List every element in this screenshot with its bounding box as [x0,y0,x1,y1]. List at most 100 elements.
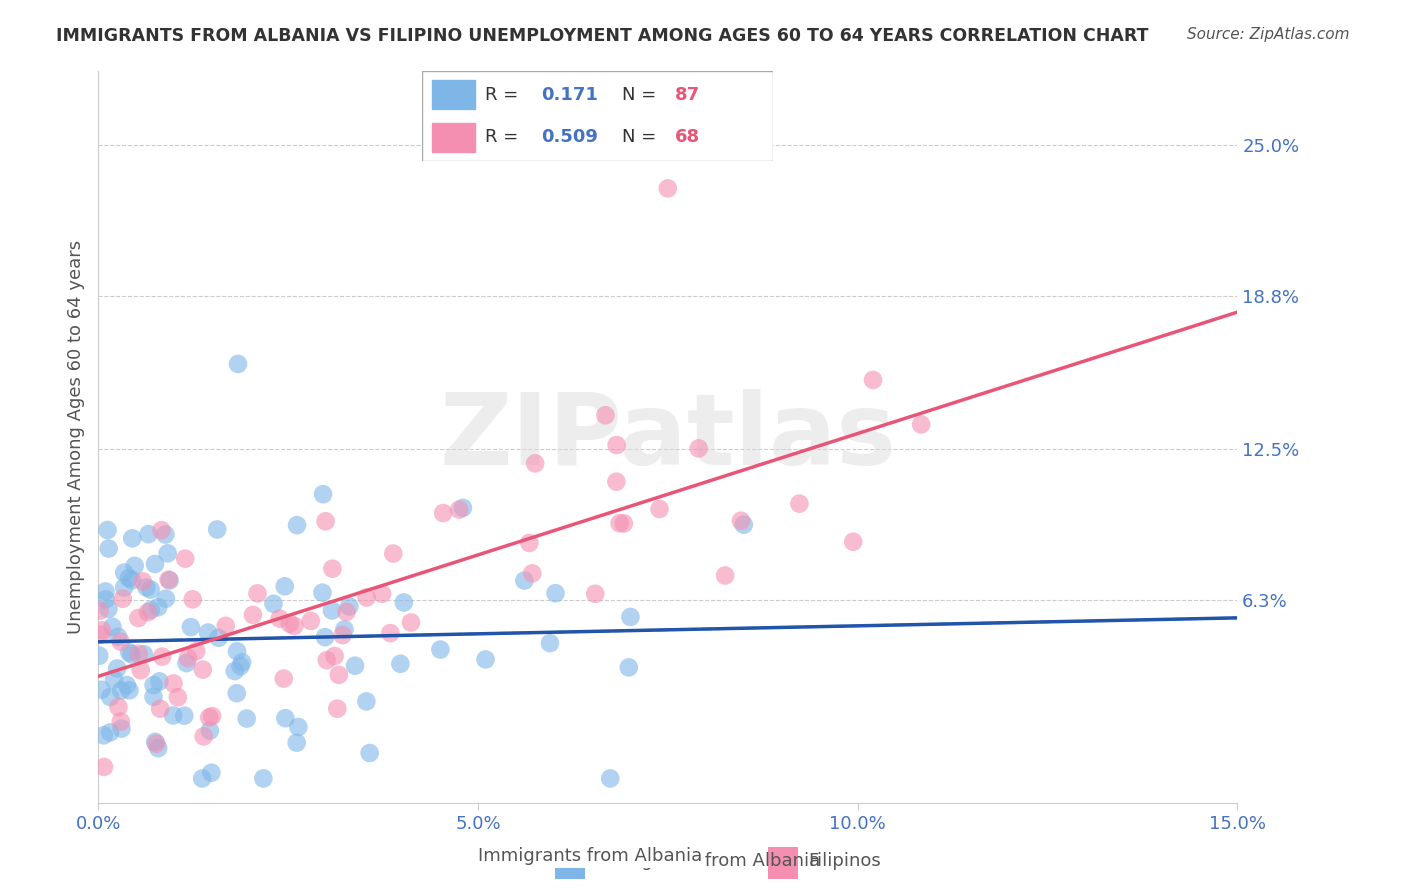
Point [148,674,170,689]
Point [235,712,257,726]
Point [159,574,181,588]
Point [93,760,115,774]
Point [107,700,129,714]
Point [617,660,640,674]
Point [371,587,394,601]
Text: N =: N = [621,128,662,146]
Point [730,514,752,528]
Point [321,603,343,617]
Point [89,627,111,641]
Point [344,658,367,673]
Point [110,683,132,698]
Point [285,518,308,533]
Point [112,566,135,580]
Point [229,659,252,673]
Point [517,536,540,550]
Point [513,574,536,588]
Point [121,573,143,587]
Point [599,772,621,786]
Point [285,736,308,750]
Text: R =: R = [485,86,524,103]
Point [273,672,295,686]
Point [200,765,222,780]
Point [224,664,246,678]
Point [333,623,356,637]
Point [323,648,346,663]
Point [111,591,134,606]
Point [862,373,884,387]
Point [242,607,264,622]
Point [583,587,606,601]
Point [714,568,737,582]
Point [149,702,172,716]
Point [162,676,184,690]
Point [186,644,208,658]
Point [94,592,117,607]
Point [315,653,337,667]
Point [101,620,124,634]
Point [176,656,198,670]
Point [449,502,471,516]
FancyBboxPatch shape [422,71,773,161]
Text: Source: ZipAtlas.com: Source: ZipAtlas.com [1187,27,1350,42]
Point [613,516,636,531]
Point [118,571,141,585]
Point [733,517,755,532]
Point [97,602,120,616]
Point [538,636,561,650]
Point [274,579,297,593]
Point [112,581,135,595]
Point [174,551,197,566]
Point [274,711,297,725]
Point [180,620,202,634]
Point [98,725,121,739]
Point [474,652,496,666]
Text: Immigrants from Albania: Immigrants from Albania [478,847,703,865]
Point [356,694,378,708]
Point [121,532,143,546]
Point [107,630,129,644]
Point [167,690,190,705]
Point [110,714,132,729]
Point [118,683,141,698]
Point [143,735,166,749]
Point [226,357,249,371]
Point [94,584,117,599]
Point [382,547,405,561]
Point [201,709,224,723]
Text: R =: R = [485,128,524,146]
Bar [433,80,475,109]
Point [312,487,335,501]
Point [311,585,333,599]
Point [392,595,415,609]
Point [105,661,128,675]
Point [544,586,567,600]
Point [181,592,204,607]
Point [156,546,179,560]
Point [150,649,173,664]
Point [128,647,150,661]
Text: N =: N = [621,86,662,103]
Point [177,651,200,665]
Point [231,655,253,669]
Point [197,625,219,640]
Point [269,611,291,625]
Point [399,615,422,630]
Point [89,648,111,663]
Point [278,616,301,631]
Point [191,663,214,677]
Point [142,678,165,692]
Point [207,631,229,645]
Text: IMMIGRANTS FROM ALBANIA VS FILIPINO UNEMPLOYMENT AMONG AGES 60 TO 64 YEARS CORRE: IMMIGRANTS FROM ALBANIA VS FILIPINO UNEM… [56,27,1149,45]
Point [380,626,402,640]
Point [98,690,121,704]
Point [332,628,354,642]
Point [287,720,309,734]
Point [205,523,228,537]
Point [657,181,679,195]
Point [132,574,155,589]
Point [262,597,284,611]
Point [789,497,811,511]
Point [127,611,149,625]
Y-axis label: Unemployment Among Ages 60 to 64 years: Unemployment Among Ages 60 to 64 years [66,240,84,634]
